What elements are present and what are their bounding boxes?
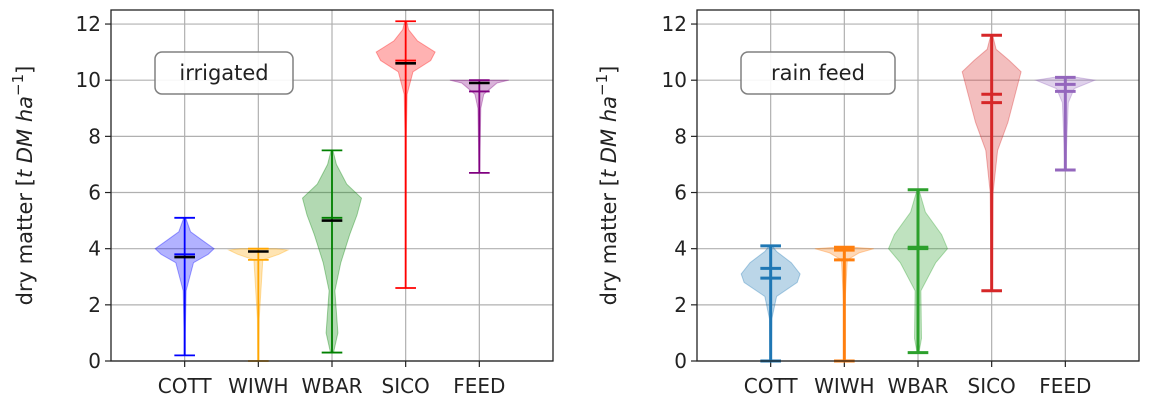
x-tick-label-cott: COTT [744, 374, 799, 398]
annotation-box [154, 51, 294, 95]
x-tick-label-feed: FEED [1039, 374, 1091, 398]
y-tick-label: 0 [88, 349, 101, 373]
y-axis-label-exponent: −1 [9, 74, 27, 96]
x-tick-label-wbar: WBAR [887, 374, 948, 398]
axes-frame [110, 9, 554, 362]
x-tick-label-wiwh: WIWH [814, 374, 875, 398]
y-axis-label: dry matter [t DM ha−1] [9, 66, 37, 306]
y-tick-label: 10 [662, 68, 687, 92]
annotation-text: irrigated [179, 61, 268, 85]
y-tick-label: 12 [76, 12, 101, 36]
y-tick-label: 2 [88, 293, 101, 317]
x-tick-label-feed: FEED [453, 374, 505, 398]
x-tick-label-sico: SICO [382, 374, 430, 398]
y-tick-label: 8 [88, 124, 101, 148]
x-tick-label-sico: SICO [968, 374, 1016, 398]
annotation-text: rain feed [771, 61, 865, 85]
x-tick-label-cott: COTT [158, 374, 213, 398]
x-tick-label-wiwh: WIWH [228, 374, 289, 398]
y-tick-label: 4 [88, 237, 101, 261]
y-axis-label-suffix: ] [13, 66, 37, 74]
y-tick-label: 2 [674, 293, 687, 317]
y-tick-label: 6 [88, 181, 101, 205]
annotation-box [740, 51, 896, 95]
y-axis-label-unit: t DM ha [13, 96, 37, 178]
y-axis-label-suffix: ] [597, 66, 621, 74]
y-tick-label: 4 [674, 237, 687, 261]
subplot-0: 0 2 4 6 8 10 12 COTT WIWH WBAR SICO FEED irrigated dr… [9, 9, 554, 398]
y-tick-label: 10 [76, 68, 101, 92]
y-tick-label: 8 [674, 124, 687, 148]
y-tick-label: 12 [662, 12, 687, 36]
y-axis-label-unit: t DM ha [597, 96, 621, 178]
x-tick-label-wbar: WBAR [301, 374, 362, 398]
y-tick-label: 0 [674, 349, 687, 373]
y-axis-label-exponent: −1 [593, 74, 611, 96]
y-axis-label-prefix: dry matter [ [597, 178, 621, 305]
y-axis-label: dry matter [t DM ha−1] [593, 66, 621, 306]
y-tick-label: 6 [674, 181, 687, 205]
subplot-1: 0 2 4 6 8 10 12 COTT WIWH WBAR SICO FEED rain feed dr… [593, 9, 1140, 398]
axes-frame [696, 9, 1140, 362]
y-axis-label-prefix: dry matter [ [13, 178, 37, 305]
